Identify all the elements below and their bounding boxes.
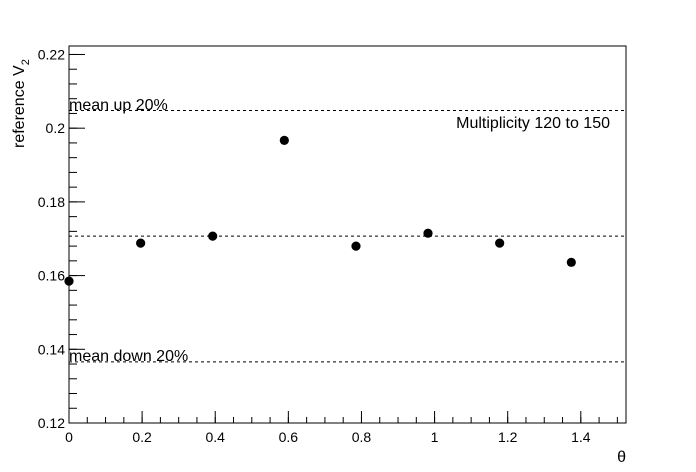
- svg-text:reference V2: reference V2: [11, 59, 32, 148]
- data-point: [136, 238, 146, 248]
- plot-frame: [68, 45, 627, 424]
- x-tick-label: 1: [431, 429, 439, 445]
- reference-lines: [69, 109, 626, 363]
- x-tick-label: 0.8: [352, 429, 372, 445]
- y-tick-label: 0.12: [38, 415, 65, 431]
- y-axis-label: reference V2: [11, 59, 32, 148]
- data-point: [351, 241, 361, 251]
- x-tick-label: 0: [65, 429, 73, 445]
- annotation-multiplicity: Multiplicity 120 to 150: [456, 115, 610, 132]
- y-axis-label-subscript: 2: [20, 59, 32, 65]
- data-point: [208, 231, 218, 241]
- x-tick-label: 0.4: [205, 429, 225, 445]
- x-axis-label: θ: [617, 449, 626, 466]
- data-point: [279, 135, 289, 145]
- ref-line-label-down: mean down 20%: [69, 348, 188, 365]
- data-point: [495, 238, 505, 248]
- data-point: [423, 228, 433, 238]
- x-axis: 0 0.2 0.4 0.6 0.8 1 1.2 1.4: [65, 411, 618, 445]
- y-tick-label: 0.2: [46, 120, 66, 136]
- data-points: [64, 135, 576, 286]
- y-tick-label: 0.14: [38, 341, 65, 357]
- y-tick-label: 0.16: [38, 268, 65, 284]
- x-tick-label: 0.6: [279, 429, 299, 445]
- x-tick-label: 0.2: [132, 429, 152, 445]
- x-tick-label: 1.2: [498, 429, 518, 445]
- y-tick-label: 0.22: [38, 46, 65, 62]
- y-tick-label: 0.18: [38, 194, 65, 210]
- y-axis-label-main: reference V: [11, 65, 28, 148]
- data-point: [566, 257, 576, 267]
- x-tick-label: 1.4: [571, 429, 591, 445]
- ref-line-label-up: mean up 20%: [69, 97, 168, 114]
- data-point: [64, 276, 74, 286]
- y-axis: 0.12 0.14 0.16 0.18 0.2 0.22: [38, 46, 85, 431]
